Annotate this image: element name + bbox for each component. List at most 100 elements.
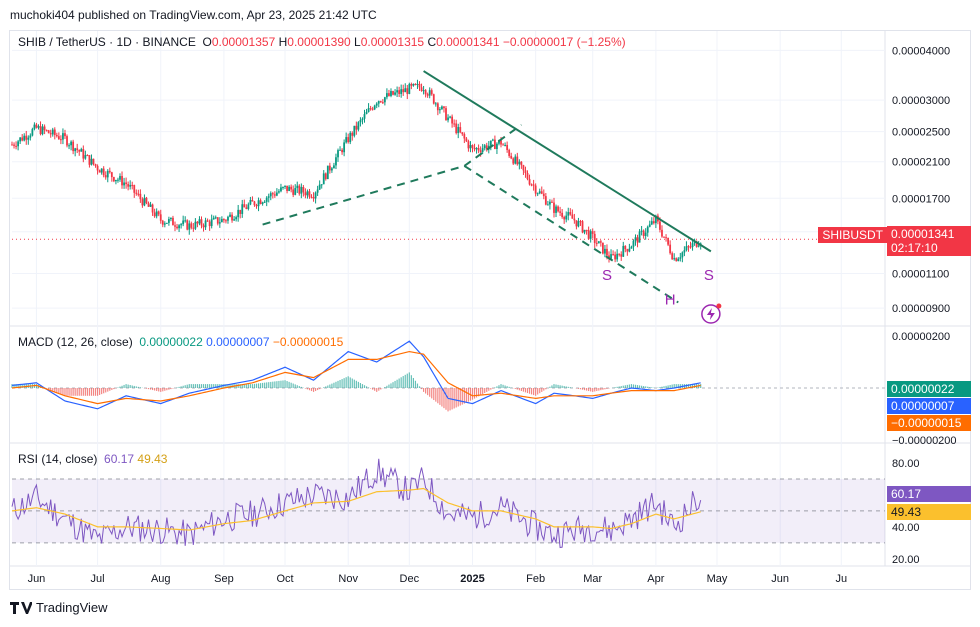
time-tick-label: Nov	[338, 573, 358, 585]
high-value: 0.00001390	[287, 35, 351, 49]
rsi-tick-label: 20.00	[892, 554, 920, 566]
right-shoulder-label: S	[704, 267, 714, 284]
candle-body	[465, 138, 468, 142]
candle-body	[575, 220, 578, 227]
candle-body	[231, 214, 233, 221]
candle-body	[383, 97, 386, 103]
candle-body	[500, 140, 502, 145]
candle-body	[310, 196, 313, 198]
candle-body	[259, 200, 262, 204]
candle-body	[275, 192, 278, 196]
time-tick-label: Jun	[28, 573, 46, 585]
candle-body	[184, 220, 187, 222]
candle-body	[202, 225, 205, 228]
rsi-legend[interactable]: RSI (14, close) 60.17 49.43	[18, 452, 167, 466]
candle-body	[669, 244, 672, 254]
candle-body	[534, 185, 537, 194]
candle-body	[695, 241, 698, 247]
candle-body	[66, 136, 68, 146]
candle-body	[404, 88, 407, 93]
macd-tick-label: 0.00000200	[892, 331, 950, 343]
time-tick-label: Ju	[835, 573, 847, 585]
candle-body	[459, 127, 462, 133]
footer-brand-text: TradingView	[36, 600, 108, 615]
candle-body	[538, 191, 541, 194]
candle-body	[290, 186, 293, 190]
candle-body	[371, 108, 374, 110]
candle-body	[418, 83, 421, 88]
candle-body	[127, 184, 130, 187]
candle-body	[546, 204, 549, 206]
close-label: C	[427, 35, 437, 49]
time-tick-label: Oct	[276, 573, 293, 585]
macd-legend[interactable]: MACD (12, 26, close) 0.00000022 0.000000…	[18, 335, 343, 349]
open-value: 0.00001357	[211, 35, 276, 49]
candle-body	[304, 192, 307, 196]
candle-body	[139, 193, 142, 200]
macd-title: MACD (12, 26, close)	[18, 335, 133, 349]
candle-body	[251, 199, 254, 202]
candle-body	[129, 184, 132, 187]
countdown-timer: 02:17:10	[891, 241, 938, 255]
candle-body	[165, 222, 168, 224]
footer-brand[interactable]: TradingView	[10, 600, 108, 615]
candle-body	[330, 168, 333, 171]
candle-body	[176, 226, 178, 229]
time-tick-label: Jul	[91, 573, 105, 585]
rsi-ma-value: 49.43	[137, 452, 168, 466]
macd-signal-tag: −0.00000015	[887, 415, 971, 431]
candle-body	[190, 223, 193, 228]
candle-body	[599, 241, 602, 243]
candle-body	[106, 170, 109, 178]
candle-body	[43, 126, 46, 131]
candle-body	[300, 187, 303, 194]
rsi-ma-line	[11, 487, 701, 531]
candle-body	[110, 172, 113, 178]
candle-body	[363, 114, 366, 119]
candle-body	[72, 141, 75, 152]
candle-body	[634, 237, 637, 241]
publish-info: muchoki404 published on TradingView.com,…	[10, 8, 377, 22]
time-tick-label: Dec	[400, 573, 420, 585]
candle-body	[78, 149, 81, 152]
candle-body	[430, 90, 433, 95]
candle-body	[514, 156, 517, 164]
candle-body	[642, 230, 645, 236]
candle-body	[379, 101, 382, 103]
candle-body	[182, 220, 185, 225]
candle-body	[335, 157, 337, 166]
candle-body	[143, 197, 146, 206]
candle-body	[491, 139, 494, 141]
alert-dot-icon	[716, 303, 722, 309]
candle-body	[597, 241, 600, 244]
candle-body	[11, 144, 13, 146]
candle-body	[280, 187, 282, 192]
rsi-tick-label: 80.00	[892, 458, 920, 470]
candle-body	[691, 243, 694, 248]
candle-body	[475, 148, 478, 150]
candle-body	[223, 219, 225, 221]
candle-body	[100, 168, 103, 173]
candle-body	[349, 132, 352, 143]
time-tick-label: Jun	[771, 573, 789, 585]
descending-trendline	[423, 70, 712, 253]
candle-body	[612, 254, 614, 256]
candle-body	[618, 253, 621, 255]
candle-body	[347, 137, 350, 143]
tradingview-logo-icon	[10, 601, 32, 614]
candle-body	[512, 158, 515, 164]
candle-body	[388, 93, 390, 96]
candle-body	[551, 201, 553, 203]
drawing-overlays[interactable]: S H S	[262, 70, 722, 324]
candle-body	[508, 149, 511, 156]
price-tick-label: 0.00001700	[892, 193, 950, 205]
candle-body	[351, 132, 354, 136]
candle-body	[206, 220, 209, 222]
candlestick-series	[11, 79, 885, 263]
candle-body	[355, 125, 358, 130]
symbol-legend[interactable]: SHIB / TetherUS · 1D · BINANCE O0.000013…	[18, 35, 626, 49]
candle-body	[337, 150, 339, 158]
candle-body	[29, 135, 32, 138]
candle-body	[220, 219, 223, 223]
